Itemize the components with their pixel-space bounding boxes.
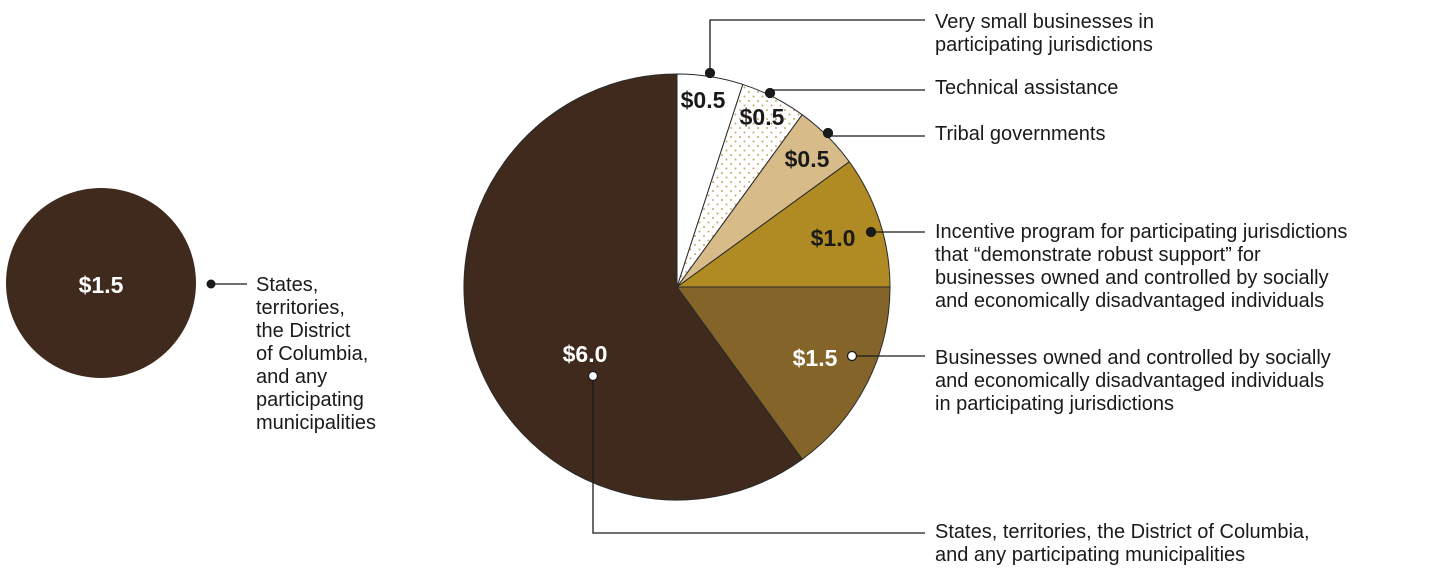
slice-value-label: $0.5 xyxy=(681,87,726,113)
slice-category-label: Technical assistance xyxy=(935,77,1118,99)
leader-dot xyxy=(587,370,599,382)
pie-slice xyxy=(675,161,891,288)
leader-line xyxy=(709,19,925,73)
leader-line xyxy=(827,133,925,137)
leader-dot xyxy=(822,127,834,139)
slice-category-label: Very small businesses in participating ju… xyxy=(935,11,1154,56)
small-pie-chart: $1.5 States, territories, the District of Co… xyxy=(6,188,376,434)
slice-value-label: $1.0 xyxy=(811,225,856,251)
leader-dot xyxy=(764,87,776,99)
pie-slice xyxy=(6,188,196,378)
slice-category-label: Tribal governments xyxy=(935,123,1105,145)
leader-dot xyxy=(865,226,877,238)
pie-slice xyxy=(676,286,891,461)
slice-value-label: $1.5 xyxy=(79,272,124,298)
pie-slice xyxy=(463,73,803,501)
slice-value-label: $0.5 xyxy=(785,146,830,172)
slice-category-label: States, territories, the District of Col… xyxy=(935,521,1310,566)
slice-value-label: $0.5 xyxy=(740,104,785,130)
slice-category-label: Incentive program for participating juri… xyxy=(935,221,1347,312)
slice-value-label: $1.5 xyxy=(793,345,838,371)
leader-dot xyxy=(704,67,716,79)
leader-dot xyxy=(846,350,858,362)
slice-category-label: Businesses owned and controlled by socia… xyxy=(935,347,1331,415)
leader-line xyxy=(769,89,925,93)
slice-category-label: States, territories, the District of Columb… xyxy=(256,274,376,434)
leader-line xyxy=(592,376,925,534)
slice-value-label: $6.0 xyxy=(563,341,608,367)
